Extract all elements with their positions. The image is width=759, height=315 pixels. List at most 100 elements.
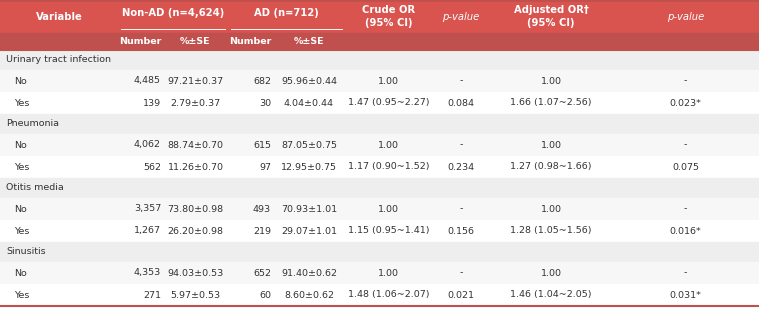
Text: 1.47 (0.95~2.27): 1.47 (0.95~2.27): [348, 99, 430, 107]
Text: 562: 562: [143, 163, 161, 171]
Text: 26.20±0.98: 26.20±0.98: [168, 226, 223, 236]
Text: 4,353: 4,353: [134, 268, 161, 278]
Text: Adjusted OR†
(95% CI): Adjusted OR† (95% CI): [514, 5, 588, 28]
Text: -: -: [684, 204, 687, 214]
Text: 0.016*: 0.016*: [669, 226, 701, 236]
Bar: [0, 70, 759, 92]
Bar: [0, 262, 759, 284]
Text: No: No: [14, 204, 27, 214]
Text: 60: 60: [259, 290, 271, 300]
Text: 1.15 (0.95~1.41): 1.15 (0.95~1.41): [348, 226, 430, 236]
Bar: [0, 50, 759, 70]
Text: 1,267: 1,267: [134, 226, 161, 236]
Text: 1.00: 1.00: [378, 77, 399, 85]
Text: No: No: [14, 77, 27, 85]
Text: 3,357: 3,357: [134, 204, 161, 214]
Text: 4.04±0.44: 4.04±0.44: [284, 99, 334, 107]
Bar: [0, 33, 759, 50]
Text: No: No: [14, 140, 27, 150]
Text: 87.05±0.75: 87.05±0.75: [281, 140, 337, 150]
Text: 0.021: 0.021: [448, 290, 474, 300]
Text: %±SE: %±SE: [180, 37, 211, 46]
Text: Crude OR
(95% CI): Crude OR (95% CI): [362, 5, 415, 28]
Text: 73.80±0.98: 73.80±0.98: [168, 204, 224, 214]
Text: 5.97±0.53: 5.97±0.53: [171, 290, 221, 300]
Bar: [0, 156, 759, 178]
Bar: [0, 242, 759, 262]
Text: 682: 682: [253, 77, 271, 85]
Bar: [0, 198, 759, 220]
Text: p-value: p-value: [667, 12, 704, 21]
Text: 0.023*: 0.023*: [669, 99, 701, 107]
Text: 1.00: 1.00: [540, 268, 562, 278]
Text: 1.46 (1.04~2.05): 1.46 (1.04~2.05): [510, 290, 592, 300]
Text: Yes: Yes: [14, 290, 30, 300]
Text: 271: 271: [143, 290, 161, 300]
Text: 0.075: 0.075: [672, 163, 699, 171]
Text: Variable: Variable: [36, 12, 83, 21]
Text: 615: 615: [253, 140, 271, 150]
Text: 29.07±1.01: 29.07±1.01: [281, 226, 337, 236]
Bar: [0, 284, 759, 306]
Text: 0.234: 0.234: [448, 163, 474, 171]
Text: Urinary tract infection: Urinary tract infection: [6, 55, 111, 65]
Text: 2.79±0.37: 2.79±0.37: [171, 99, 221, 107]
Text: -: -: [684, 268, 687, 278]
Text: 1.28 (1.05~1.56): 1.28 (1.05~1.56): [510, 226, 592, 236]
Text: 12.95±0.75: 12.95±0.75: [281, 163, 337, 171]
Text: 1.00: 1.00: [540, 204, 562, 214]
Text: 1.66 (1.07~2.56): 1.66 (1.07~2.56): [510, 99, 592, 107]
Text: 8.60±0.62: 8.60±0.62: [284, 290, 334, 300]
Text: 95.96±0.44: 95.96±0.44: [281, 77, 337, 85]
Text: 1.00: 1.00: [378, 204, 399, 214]
Text: 1.00: 1.00: [378, 140, 399, 150]
Text: AD (n=712): AD (n=712): [254, 8, 319, 18]
Text: Yes: Yes: [14, 226, 30, 236]
Text: Number: Number: [229, 37, 272, 46]
Bar: [0, 134, 759, 156]
Bar: [0, 114, 759, 134]
Text: 4,062: 4,062: [134, 140, 161, 150]
Text: 91.40±0.62: 91.40±0.62: [281, 268, 337, 278]
Text: Sinusitis: Sinusitis: [6, 248, 46, 256]
Text: 1.17 (0.90~1.52): 1.17 (0.90~1.52): [348, 163, 430, 171]
Text: 4,485: 4,485: [134, 77, 161, 85]
Text: Yes: Yes: [14, 163, 30, 171]
Text: 1.27 (0.98~1.66): 1.27 (0.98~1.66): [510, 163, 592, 171]
Text: 11.26±0.70: 11.26±0.70: [168, 163, 223, 171]
Text: 88.74±0.70: 88.74±0.70: [168, 140, 223, 150]
Text: Non-AD (n=4,624): Non-AD (n=4,624): [122, 8, 224, 18]
Text: -: -: [459, 204, 463, 214]
Text: 219: 219: [253, 226, 271, 236]
Bar: [0, 220, 759, 242]
Text: Pneumonia: Pneumonia: [6, 119, 59, 129]
Text: Otitis media: Otitis media: [6, 184, 64, 192]
Text: Yes: Yes: [14, 99, 30, 107]
Bar: [0, 0, 759, 33]
Text: 94.03±0.53: 94.03±0.53: [168, 268, 224, 278]
Text: Number: Number: [119, 37, 162, 46]
Text: 0.156: 0.156: [448, 226, 474, 236]
Text: 493: 493: [253, 204, 271, 214]
Text: 652: 652: [253, 268, 271, 278]
Text: -: -: [684, 77, 687, 85]
Bar: [0, 92, 759, 114]
Text: 1.48 (1.06~2.07): 1.48 (1.06~2.07): [348, 290, 430, 300]
Text: No: No: [14, 268, 27, 278]
Text: 1.00: 1.00: [540, 77, 562, 85]
Text: -: -: [459, 77, 463, 85]
Text: -: -: [459, 140, 463, 150]
Text: 97.21±0.37: 97.21±0.37: [168, 77, 224, 85]
Text: 70.93±1.01: 70.93±1.01: [281, 204, 337, 214]
Text: 97: 97: [259, 163, 271, 171]
Text: p-value: p-value: [442, 12, 480, 21]
Bar: [0, 178, 759, 198]
Text: 1.00: 1.00: [540, 140, 562, 150]
Text: 139: 139: [143, 99, 161, 107]
Text: 30: 30: [259, 99, 271, 107]
Text: %±SE: %±SE: [294, 37, 324, 46]
Text: -: -: [684, 140, 687, 150]
Text: -: -: [459, 268, 463, 278]
Text: 0.084: 0.084: [448, 99, 474, 107]
Text: 0.031*: 0.031*: [669, 290, 701, 300]
